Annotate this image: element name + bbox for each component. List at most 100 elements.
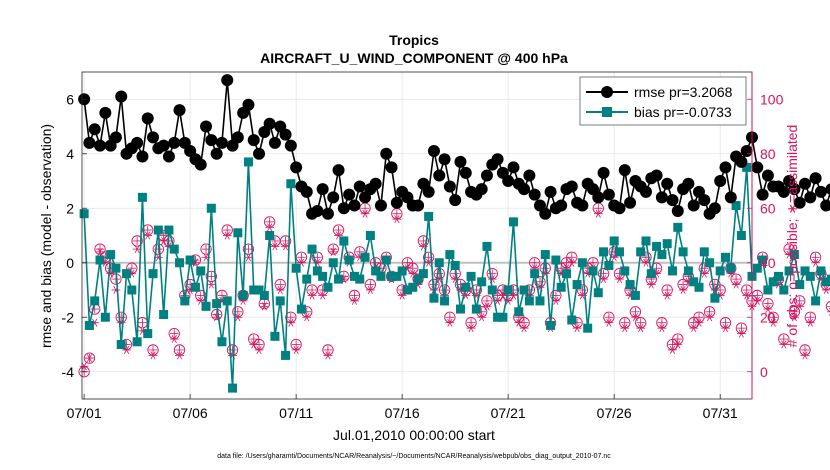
point-possible xyxy=(115,311,127,323)
bias-point xyxy=(281,350,291,360)
rmse-point xyxy=(215,136,228,149)
bias-point xyxy=(577,258,587,268)
rmse-point xyxy=(168,136,181,149)
rmse-point xyxy=(147,131,160,144)
point-possible xyxy=(730,273,742,285)
rmse-point xyxy=(523,169,536,182)
point-assimilated xyxy=(85,354,94,363)
point-possible xyxy=(433,267,445,280)
legend-bias-label: bias pr=-0.0733 xyxy=(634,104,732,120)
point-assimilated xyxy=(779,340,789,349)
point-possible xyxy=(152,243,164,255)
bias-point xyxy=(413,274,423,284)
point-assimilated xyxy=(519,324,529,333)
point-assimilated xyxy=(482,302,492,311)
bias-point xyxy=(116,340,126,349)
point-assimilated xyxy=(805,318,815,327)
bias-point xyxy=(588,266,598,276)
rmse-point xyxy=(682,177,695,190)
bias-point xyxy=(636,247,646,257)
rmse-point xyxy=(242,98,255,111)
bias-point xyxy=(206,203,216,213)
rmse-point xyxy=(777,185,790,198)
bias-point xyxy=(498,312,508,322)
point-possible xyxy=(391,208,403,220)
x-tick-label: 07/26 xyxy=(597,405,632,421)
point-assimilated xyxy=(350,296,359,305)
point-assimilated xyxy=(206,280,216,289)
rmse-point xyxy=(374,199,387,212)
series-rmse xyxy=(78,74,830,220)
rmse-point xyxy=(528,188,541,201)
point-possible xyxy=(804,311,816,323)
chart-subtitle: AIRCRAFT_U_WIND_COMPONENT @ 400 hPa xyxy=(260,50,568,66)
point-possible xyxy=(322,344,334,356)
rmse-point xyxy=(793,196,806,209)
point-possible xyxy=(168,327,180,340)
y-tick-label-right: 20 xyxy=(760,309,776,325)
point-possible xyxy=(205,270,217,283)
rmse-point xyxy=(459,166,472,179)
point-assimilated xyxy=(763,305,773,314)
point-assimilated xyxy=(636,324,646,333)
rmse-point xyxy=(576,199,589,212)
bias-point xyxy=(90,296,100,306)
bias-point xyxy=(344,255,354,265)
point-assimilated xyxy=(827,307,830,316)
point-assimilated xyxy=(143,231,153,240)
rmse-point xyxy=(157,139,170,152)
bias-point xyxy=(349,271,359,281)
rmse-point xyxy=(162,150,175,163)
bias-point xyxy=(429,293,439,303)
rmse-point xyxy=(655,191,668,204)
bias-point xyxy=(201,301,211,311)
point-assimilated xyxy=(148,351,158,360)
point-possible xyxy=(592,202,604,214)
bias-point xyxy=(652,241,662,251)
bias-point xyxy=(742,162,752,172)
rmse-point xyxy=(83,136,96,149)
bias-point xyxy=(641,236,651,246)
bias-point xyxy=(360,252,370,262)
rmse-point xyxy=(666,194,679,207)
rmse-point xyxy=(115,90,128,103)
bias-point xyxy=(774,271,784,281)
bias-point xyxy=(254,285,264,295)
rmse-point xyxy=(650,169,663,182)
point-possible xyxy=(719,317,732,329)
rmse-point xyxy=(353,180,366,193)
rmse-point xyxy=(761,169,774,182)
bias-point xyxy=(827,274,830,284)
y-tick-label-left: 2 xyxy=(66,200,74,216)
bias-point xyxy=(805,271,815,281)
bias-point xyxy=(768,277,778,287)
rmse-point xyxy=(332,164,345,177)
point-assimilated xyxy=(721,324,730,333)
point-assimilated xyxy=(159,236,169,245)
rmse-point xyxy=(814,185,827,198)
point-assimilated xyxy=(567,258,577,267)
point-assimilated xyxy=(466,324,476,333)
rmse-point xyxy=(539,207,552,220)
bias-point xyxy=(715,266,725,276)
bias-point xyxy=(530,269,540,279)
x-tick-label: 07/31 xyxy=(703,405,738,421)
bias-point xyxy=(514,307,524,317)
point-assimilated xyxy=(265,223,275,232)
point-assimilated xyxy=(360,209,370,218)
rmse-point xyxy=(279,128,292,141)
rmse-point xyxy=(438,153,451,166)
point-assimilated xyxy=(821,285,830,295)
bias-point xyxy=(572,280,582,290)
bias-point xyxy=(249,285,259,295)
bias-point xyxy=(583,323,593,333)
series-line xyxy=(83,161,830,389)
bias-point xyxy=(758,255,768,265)
bias-point xyxy=(561,269,571,279)
bias-point xyxy=(122,269,132,279)
bias-point xyxy=(196,266,206,276)
bias-point xyxy=(397,266,407,276)
bias-point xyxy=(143,329,153,339)
point-assimilated xyxy=(392,215,402,224)
rmse-point xyxy=(290,161,303,174)
